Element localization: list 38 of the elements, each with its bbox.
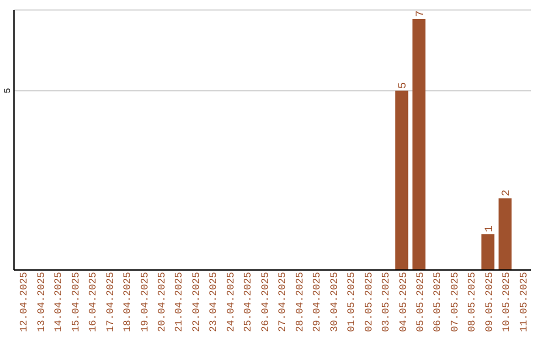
x-tick-label: 12.04.2025 bbox=[20, 272, 31, 332]
x-tick-label: 26.04.2025 bbox=[260, 272, 272, 332]
bar bbox=[412, 18, 426, 270]
x-tick-label: 04.05.2025 bbox=[398, 272, 410, 332]
x-tick-label: 28.04.2025 bbox=[295, 272, 306, 332]
x-tick-label: 07.05.2025 bbox=[450, 272, 462, 332]
bar bbox=[395, 90, 408, 270]
x-tick-label: 30.04.2025 bbox=[330, 272, 341, 332]
x-tick-label: 11.05.2025 bbox=[519, 272, 530, 332]
data-label: 1 bbox=[484, 225, 496, 232]
x-tick-label: 18.04.2025 bbox=[123, 272, 134, 332]
x-tick-label: 24.04.2025 bbox=[226, 272, 238, 332]
x-tick-label: 01.05.2025 bbox=[347, 272, 358, 332]
x-tick-label: 08.05.2025 bbox=[468, 272, 479, 332]
x-tick-label: 29.04.2025 bbox=[312, 272, 324, 332]
bar bbox=[498, 198, 512, 270]
data-label: 7 bbox=[414, 10, 427, 17]
x-tick-label: 13.04.2025 bbox=[36, 272, 48, 332]
x-tick-label: 17.04.2025 bbox=[106, 272, 117, 332]
x-tick-label: 06.05.2025 bbox=[433, 272, 444, 332]
bar bbox=[481, 234, 494, 270]
data-label: 2 bbox=[501, 190, 514, 196]
x-tick-label: 09.05.2025 bbox=[484, 272, 496, 332]
data-label: 5 bbox=[398, 82, 410, 89]
x-tick-label: 20.04.2025 bbox=[157, 272, 168, 332]
x-tick-label: 27.04.2025 bbox=[278, 272, 290, 332]
x-tick-label: 21.04.2025 bbox=[174, 272, 186, 332]
x-tick-label: 19.04.2025 bbox=[140, 272, 152, 332]
x-tick-label: 05.05.2025 bbox=[416, 272, 427, 332]
x-tick-label: 02.05.2025 bbox=[364, 272, 376, 332]
x-tick-label: 16.04.2025 bbox=[88, 272, 100, 332]
x-tick-label: 03.05.2025 bbox=[382, 272, 393, 332]
x-tick-label: 15.04.2025 bbox=[71, 272, 82, 332]
x-tick-label: 14.04.2025 bbox=[54, 272, 66, 332]
x-tick-label: 22.04.2025 bbox=[192, 272, 203, 332]
x-tick-label: 10.05.2025 bbox=[502, 272, 514, 332]
x-tick-label: 25.04.2025 bbox=[244, 272, 255, 332]
x-tick-label: 23.04.2025 bbox=[209, 272, 220, 332]
